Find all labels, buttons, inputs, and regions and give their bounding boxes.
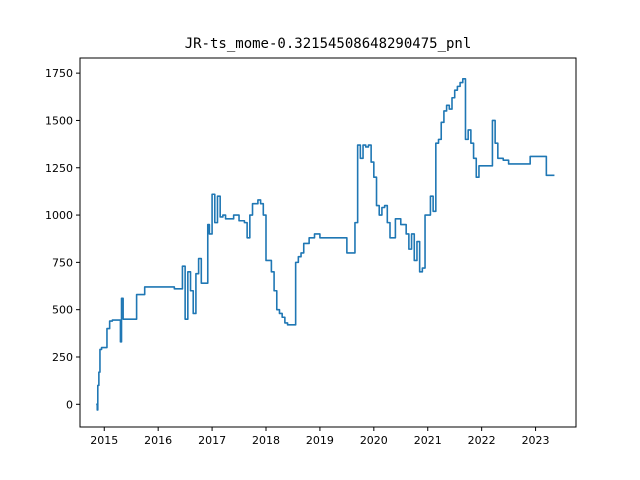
y-tick-label-0: 0 xyxy=(66,398,73,411)
y-tick-label-250: 250 xyxy=(52,351,73,364)
y-tick-label-1750: 1750 xyxy=(45,67,73,80)
y-tick-label-1250: 1250 xyxy=(45,162,73,175)
x-tick-label-2021: 2021 xyxy=(414,434,442,447)
y-tick-label-1000: 1000 xyxy=(45,209,73,222)
y-tick-label-500: 500 xyxy=(52,304,73,317)
x-tick-label-2020: 2020 xyxy=(360,434,388,447)
x-tick-label-2017: 2017 xyxy=(198,434,226,447)
axes-frame xyxy=(79,57,577,428)
plot-area xyxy=(96,78,555,411)
x-tick-label-2019: 2019 xyxy=(306,434,334,447)
x-tick-label-2015: 2015 xyxy=(90,434,118,447)
y-tick-label-1500: 1500 xyxy=(45,114,73,127)
y-axis: 0 250 500 750 1000 1250 1500 1750 xyxy=(45,67,80,411)
x-tick-label-2016: 2016 xyxy=(144,434,172,447)
x-tick-label-2018: 2018 xyxy=(252,434,280,447)
y-tick-label-750: 750 xyxy=(52,256,73,269)
chart-title: JR-ts_mome-0.32154508648290475_pnl xyxy=(185,36,472,52)
x-tick-label-2023: 2023 xyxy=(522,434,550,447)
pnl-series-line-0 xyxy=(96,78,555,411)
x-tick-label-2022: 2022 xyxy=(468,434,496,447)
x-axis: 2015 2016 2017 2018 2019 2020 2021 2022 2023 xyxy=(90,427,550,447)
